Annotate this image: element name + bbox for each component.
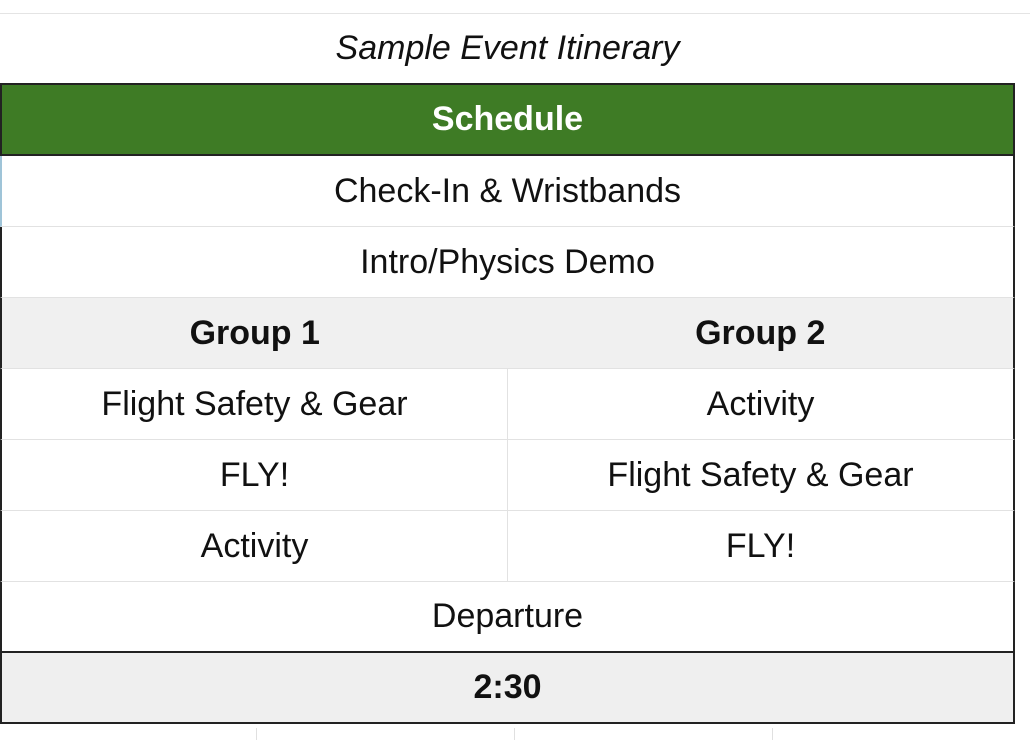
checkin-cell[interactable]: Check-In & Wristbands (0, 156, 1015, 227)
group2-header[interactable]: Group 2 (695, 313, 826, 352)
group1-cell[interactable]: Flight Safety & Gear (2, 369, 508, 439)
group2-cell[interactable]: Activity (706, 384, 815, 423)
departure-cell[interactable]: Departure (0, 582, 1015, 653)
intro-cell[interactable]: Intro/Physics Demo (0, 227, 1015, 298)
group1-cell[interactable]: Activity (2, 511, 508, 581)
schedule-header[interactable]: Schedule (0, 85, 1015, 156)
gridline (772, 728, 773, 740)
end-time-cell[interactable]: 2:30 (0, 653, 1015, 724)
itinerary-title[interactable]: Sample Event Itinerary (0, 14, 1015, 85)
gridline (514, 728, 515, 740)
group-header-row: Group 1 Group 2 (0, 298, 1015, 369)
rotation-row: Flight Safety & Gear Activity (0, 369, 1015, 440)
rotation-row: Activity FLY! (0, 511, 1015, 582)
group2-cell[interactable]: Flight Safety & Gear (607, 455, 914, 494)
group2-cell[interactable]: FLY! (725, 526, 796, 565)
gridline (0, 13, 1030, 14)
group1-header[interactable]: Group 1 (189, 313, 320, 352)
rotation-row: FLY! Flight Safety & Gear (0, 440, 1015, 511)
itinerary-table: Sample Event Itinerary Schedule Check-In… (0, 14, 1015, 724)
group1-cell[interactable]: FLY! (2, 440, 508, 510)
gridline (256, 728, 257, 740)
